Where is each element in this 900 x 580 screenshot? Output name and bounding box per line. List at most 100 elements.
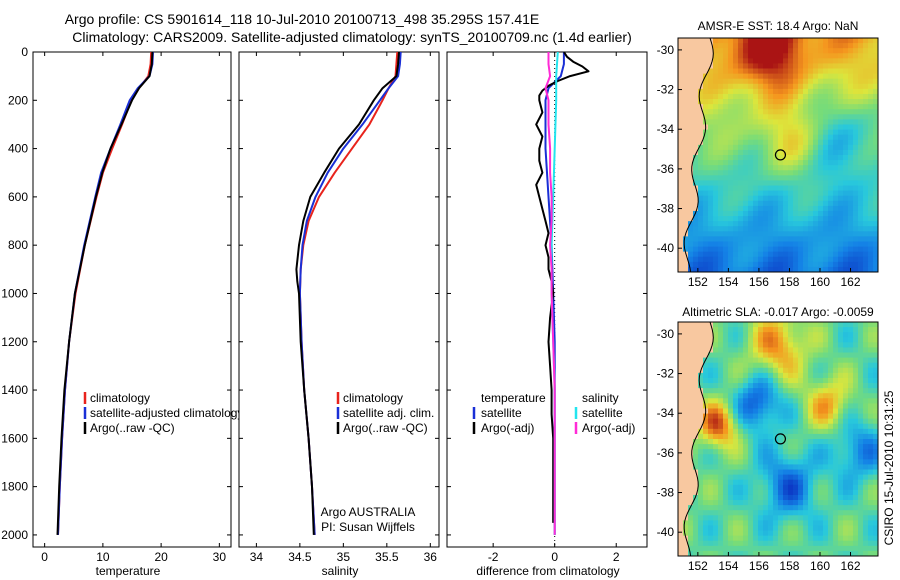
map-cell <box>678 342 684 348</box>
map-cell <box>683 510 689 516</box>
map-cell <box>738 251 744 258</box>
map-cell <box>873 83 879 90</box>
map-cell <box>708 474 714 481</box>
map-cell <box>778 38 784 44</box>
map-cell <box>733 505 739 511</box>
map-cell <box>848 408 854 414</box>
map-cell <box>778 428 784 435</box>
map-cell <box>678 58 684 64</box>
map-cell <box>763 398 769 404</box>
map-cell <box>698 221 704 227</box>
map-cell <box>743 231 749 237</box>
map-cell <box>783 149 789 156</box>
map-cell <box>828 474 834 481</box>
map-cell <box>728 362 734 369</box>
map-cell <box>833 362 839 369</box>
map-cell <box>718 408 724 414</box>
map-cell <box>738 180 744 186</box>
map-cell <box>813 433 819 440</box>
map-cell <box>733 48 739 54</box>
map-cell <box>688 545 694 552</box>
map-cell <box>868 68 874 75</box>
map-cell <box>823 408 829 414</box>
map-cell <box>823 221 829 227</box>
map-cell <box>808 114 814 120</box>
map-cell <box>783 185 789 192</box>
map-cell <box>803 408 809 414</box>
map-cell <box>808 48 814 54</box>
map-cell <box>788 479 794 486</box>
temperature-xlabel: temperature <box>96 564 161 578</box>
map-cell <box>828 241 834 247</box>
map-cell <box>768 383 774 389</box>
map-cell <box>748 124 754 130</box>
map-cell <box>853 469 859 476</box>
map-cell <box>818 246 824 253</box>
map-cell <box>813 454 819 460</box>
map-cell <box>713 246 719 253</box>
map-cell <box>778 500 784 506</box>
map-cell <box>708 261 714 268</box>
map-cell <box>748 246 754 253</box>
map-cell <box>723 195 729 202</box>
map-cell <box>843 545 849 552</box>
map-cell <box>853 241 859 247</box>
map-cell <box>753 246 759 253</box>
map-cell <box>818 474 824 481</box>
map-cell <box>823 418 829 425</box>
map-cell <box>798 342 804 348</box>
map-cell <box>843 393 849 399</box>
map-cell <box>743 58 749 64</box>
map-cell <box>743 205 749 212</box>
map-cell <box>848 246 854 253</box>
map-cell <box>803 469 809 476</box>
map-cell <box>863 428 869 435</box>
map-cell <box>773 246 779 253</box>
map-cell <box>688 53 694 59</box>
map-cell <box>788 347 794 353</box>
map-cell <box>708 464 714 470</box>
map-cell <box>868 190 874 197</box>
map-cell <box>858 155 864 161</box>
map-cell <box>683 337 689 343</box>
map-cell <box>768 43 774 49</box>
map-cell <box>853 216 859 222</box>
map-cell <box>858 337 864 343</box>
map-cell <box>773 423 779 430</box>
map-cell <box>828 530 834 537</box>
map-cell <box>863 246 869 253</box>
map-cell <box>858 388 864 394</box>
coastline <box>683 321 714 557</box>
map-cell <box>713 530 719 537</box>
map-cell <box>763 68 769 75</box>
map-cell <box>678 38 684 44</box>
map-cell <box>833 261 839 268</box>
map-cell <box>758 144 764 151</box>
map-cell <box>788 93 794 100</box>
map-cell <box>858 195 864 202</box>
map-cell <box>773 479 779 486</box>
map-cell <box>708 388 714 394</box>
map-cell <box>798 58 804 64</box>
map-cell <box>743 469 749 476</box>
map-cell <box>738 175 744 181</box>
map-cell <box>763 43 769 49</box>
map-cell <box>763 261 769 268</box>
map-cell <box>833 403 839 409</box>
map-cell <box>868 377 874 384</box>
map-cell <box>863 165 869 171</box>
map-cell <box>778 377 784 384</box>
map-cell <box>683 221 689 227</box>
map-cell <box>678 474 684 481</box>
map-cell <box>738 144 744 151</box>
map-cell <box>793 484 799 491</box>
map-cell <box>713 494 719 501</box>
map-cell <box>863 104 869 110</box>
map-cell <box>798 489 804 496</box>
map-cell <box>833 398 839 404</box>
map-cell <box>683 449 689 455</box>
map-cell <box>698 433 704 440</box>
map-cell <box>808 484 814 491</box>
map-cell <box>803 114 809 120</box>
map-cell <box>833 515 839 521</box>
